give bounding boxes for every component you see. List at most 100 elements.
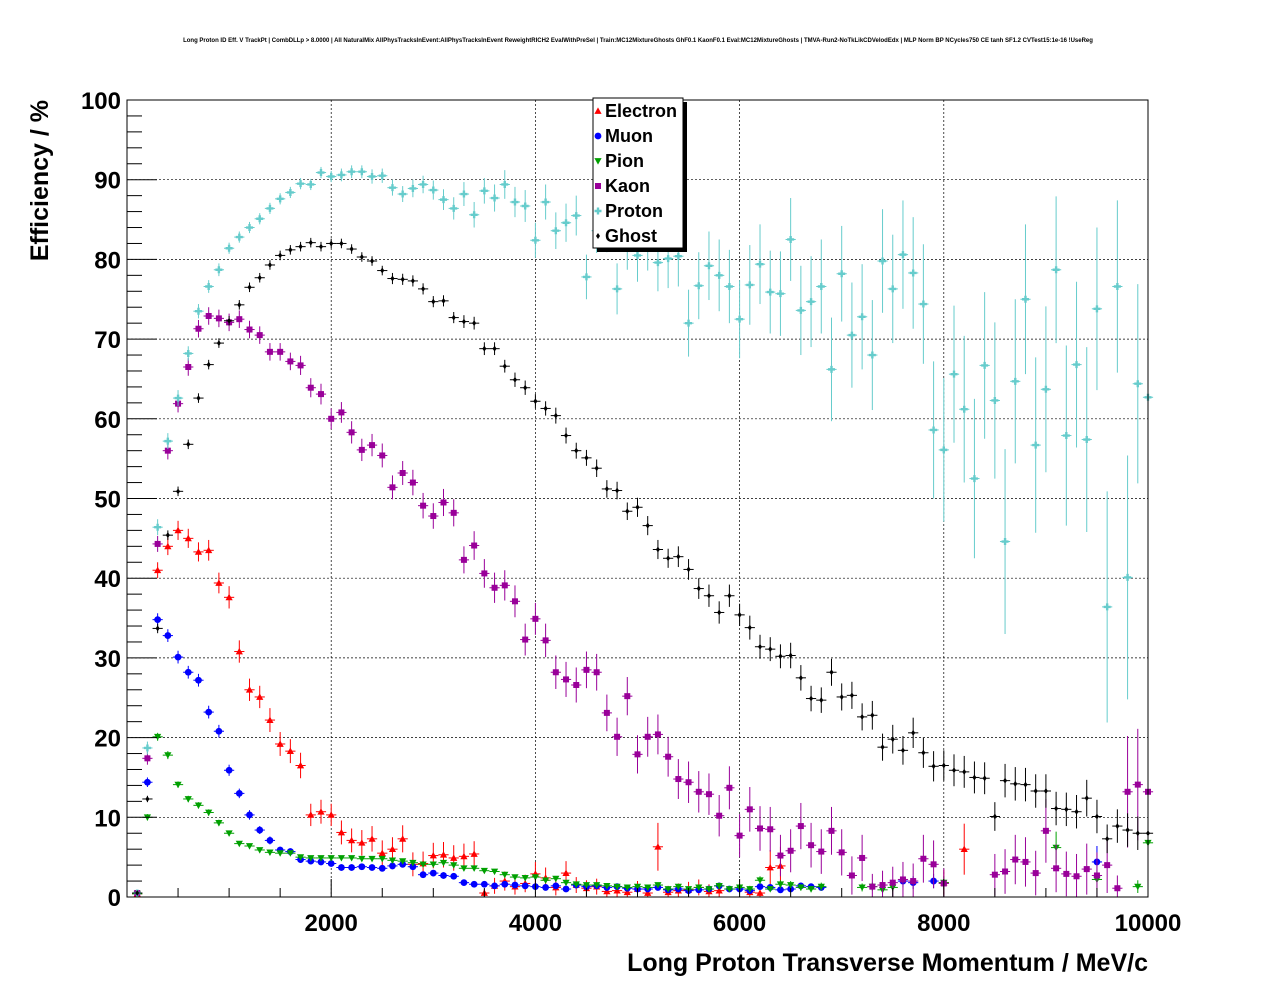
legend-entry-muon: Muon <box>594 126 653 146</box>
ghost-point <box>370 257 375 264</box>
proton-point <box>705 262 713 270</box>
ghost-point <box>155 625 160 632</box>
kaon-point <box>767 826 774 833</box>
electron-point <box>225 593 233 601</box>
ghost-point <box>400 276 405 283</box>
electron-point <box>286 747 294 755</box>
proton-point <box>164 437 172 445</box>
proton-point <box>348 168 356 176</box>
pion-point <box>164 752 172 759</box>
kaon-point <box>583 666 590 673</box>
kaon-point <box>287 358 294 365</box>
ghost-point <box>717 609 722 616</box>
muon-point <box>440 872 447 879</box>
x-tick-label: 2000 <box>305 910 358 937</box>
muon-point <box>450 872 458 880</box>
kaon-point <box>644 733 651 740</box>
proton-point <box>521 202 529 210</box>
kaon-point <box>399 469 406 476</box>
legend-marker-ghost <box>596 233 600 239</box>
legend-marker-muon <box>594 132 602 140</box>
kaon-point <box>991 871 998 878</box>
electron-point <box>368 835 376 842</box>
pion-point <box>409 859 417 867</box>
kaon-point <box>563 676 570 683</box>
kaon-point <box>603 709 610 716</box>
electron-point <box>205 546 213 554</box>
kaon-point <box>808 842 815 849</box>
ghost-point <box>380 267 385 274</box>
legend-box <box>592 97 684 249</box>
ghost-point <box>860 713 865 720</box>
x-axis-label: Long Proton Transverse Momentum / MeV/c <box>627 949 1148 977</box>
muon-point <box>358 863 366 871</box>
ghost-point <box>798 674 803 681</box>
pion-point <box>358 855 366 863</box>
ghost-point <box>492 345 497 352</box>
proton-point <box>174 394 182 402</box>
proton-point <box>1021 295 1029 303</box>
ghost-point <box>1115 823 1120 830</box>
ghost-point <box>696 585 701 592</box>
ghost-point <box>1023 781 1028 788</box>
pion-point <box>511 874 519 881</box>
pion-point <box>368 855 376 863</box>
pion-point <box>439 859 448 867</box>
proton-point <box>184 349 192 357</box>
ghost-point <box>921 749 926 756</box>
proton-point <box>787 235 795 243</box>
ghost-point <box>880 744 885 751</box>
pion-point <box>480 867 488 875</box>
kaon-point <box>328 415 335 422</box>
ghost-point <box>829 669 834 676</box>
kaon-point <box>573 681 580 688</box>
proton-point <box>194 307 202 315</box>
ghost-point <box>819 697 824 704</box>
proton-point <box>930 426 938 434</box>
proton-point <box>460 190 468 198</box>
proton-point <box>654 259 662 267</box>
kaon-point <box>889 879 896 886</box>
electron-point <box>439 851 448 858</box>
kaon-point <box>1002 868 1009 875</box>
ghost-point <box>645 522 650 529</box>
x-tick-label: 10000 <box>1115 910 1182 937</box>
proton-point <box>725 282 733 290</box>
kaon-point <box>695 788 702 795</box>
kaon-point <box>532 615 539 622</box>
kaon-point <box>511 598 518 605</box>
proton-point <box>879 257 887 265</box>
proton-point <box>889 285 897 293</box>
proton-point <box>205 282 213 290</box>
muon-point <box>256 826 264 834</box>
kaon-point <box>205 312 212 319</box>
kaon-point <box>358 446 365 453</box>
ghost-point <box>227 317 232 324</box>
y-tick-label: 80 <box>94 247 121 274</box>
kaon-point <box>522 636 529 643</box>
muon-point <box>154 616 162 624</box>
kaon-point <box>828 827 835 834</box>
ghost-point <box>1105 835 1110 842</box>
kaon-point <box>185 363 192 370</box>
pion-point <box>746 886 754 893</box>
ghost-point <box>329 240 334 247</box>
proton-point <box>562 219 570 227</box>
ghost-point <box>931 763 936 770</box>
ghost-point <box>523 384 528 391</box>
proton-point <box>235 233 243 241</box>
kaon-point <box>818 848 825 855</box>
proton-point <box>1011 377 1019 385</box>
pion-point <box>725 886 733 893</box>
electron-point <box>327 811 335 818</box>
kaon-point <box>1042 827 1049 834</box>
ghost-point <box>298 243 303 250</box>
legend-label-kaon: Kaon <box>605 176 650 196</box>
pion-point <box>572 881 580 888</box>
ghost-point <box>890 736 895 743</box>
y-tick-label: 60 <box>94 407 121 434</box>
proton-point <box>358 168 366 176</box>
proton-point <box>1083 436 1091 444</box>
ghost-point <box>165 532 170 539</box>
y-tick-label: 70 <box>94 327 121 354</box>
